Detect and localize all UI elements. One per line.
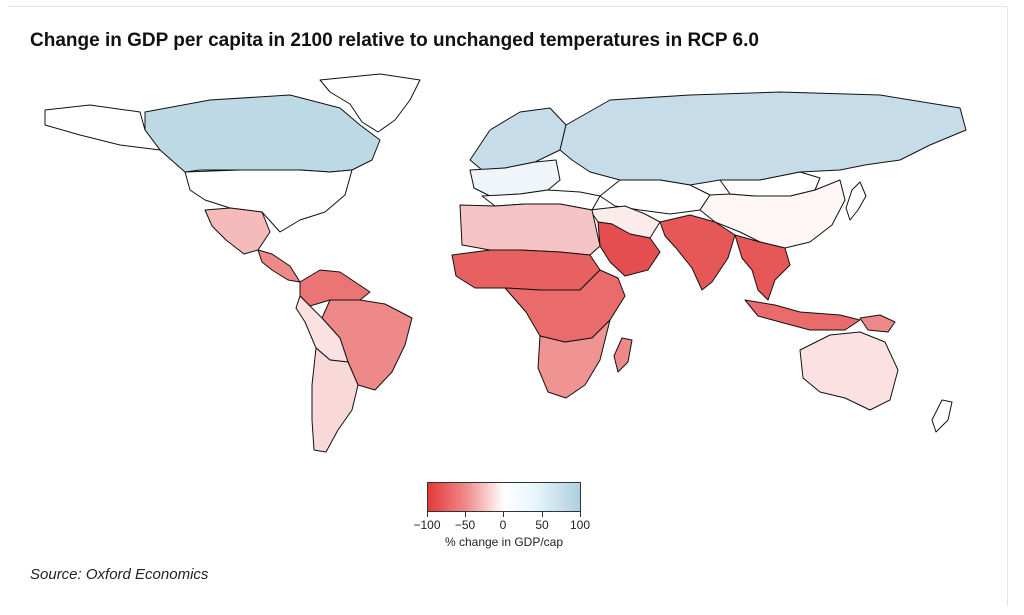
map-title: Change in GDP per capita in 2100 relativ… — [30, 30, 759, 51]
source-note: Source: Oxford Economics — [30, 566, 209, 583]
region-russia — [559, 91, 967, 186]
legend-tick-label: 50 — [535, 518, 549, 532]
legend-tick-label: −100 — [413, 518, 441, 532]
region-indonesia — [744, 299, 861, 331]
region-east-central-africa — [504, 269, 626, 343]
region-arabian-peninsula — [597, 221, 661, 277]
region-japan — [845, 181, 867, 221]
region-canada — [144, 94, 381, 173]
legend-tick-label: −50 — [454, 518, 476, 532]
legend-tick-mark — [542, 512, 543, 517]
legend-tick-mark — [503, 512, 504, 517]
legend-tick-label: 0 — [499, 518, 507, 532]
world-map — [44, 73, 967, 453]
region-madagascar — [613, 337, 633, 373]
legend-color-bar — [427, 482, 581, 512]
region-sahel-west-africa — [451, 249, 601, 291]
legend-tick-mark — [580, 512, 581, 517]
region-north-africa — [459, 203, 601, 256]
region-united-states — [184, 169, 353, 233]
legend-tick-label: 100 — [569, 518, 591, 532]
region-central-america — [257, 249, 301, 283]
region-southeast-asia — [734, 234, 791, 301]
figure-frame — [8, 6, 1008, 606]
legend-ticks — [427, 512, 581, 518]
legend-title: % change in GDP/cap — [444, 535, 564, 549]
region-western-europe — [469, 159, 561, 197]
region-mongolia — [719, 171, 821, 197]
region-new-zealand — [931, 399, 953, 433]
region-alaska — [44, 104, 161, 151]
legend-tick-mark — [465, 512, 466, 517]
region-papua-new-guinea — [859, 314, 896, 333]
region-india — [659, 214, 736, 291]
region-greenland — [319, 73, 421, 133]
region-australia — [799, 331, 899, 411]
region-mexico — [204, 207, 271, 255]
legend-tick-mark — [427, 512, 428, 517]
region-southern-africa — [537, 319, 611, 399]
region-southern-cone — [311, 347, 359, 453]
